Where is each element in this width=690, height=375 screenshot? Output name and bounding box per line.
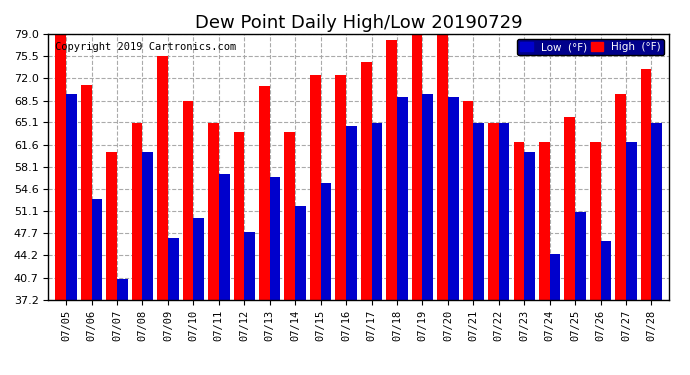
Bar — [321, 183, 331, 300]
Bar — [600, 241, 611, 300]
Bar — [244, 232, 255, 300]
Bar — [422, 94, 433, 300]
Bar — [346, 126, 357, 300]
Bar — [295, 206, 306, 300]
Bar — [412, 31, 422, 300]
Bar — [219, 174, 230, 300]
Bar — [524, 152, 535, 300]
Legend: Low  (°F), High  (°F): Low (°F), High (°F) — [518, 39, 664, 55]
Bar — [168, 238, 179, 300]
Bar — [539, 142, 550, 300]
Bar — [142, 152, 153, 300]
Bar — [157, 56, 168, 300]
Bar — [590, 142, 600, 300]
Bar — [651, 123, 662, 300]
Bar — [615, 94, 626, 300]
Bar — [462, 100, 473, 300]
Text: Copyright 2019 Cartronics.com: Copyright 2019 Cartronics.com — [55, 42, 236, 52]
Title: Dew Point Daily High/Low 20190729: Dew Point Daily High/Low 20190729 — [195, 14, 522, 32]
Bar — [234, 132, 244, 300]
Bar — [310, 75, 321, 300]
Bar — [513, 142, 524, 300]
Bar — [448, 98, 459, 300]
Bar — [575, 212, 586, 300]
Bar — [335, 75, 346, 300]
Bar — [117, 279, 128, 300]
Bar — [473, 123, 484, 300]
Bar — [193, 219, 204, 300]
Bar — [361, 62, 371, 300]
Bar — [259, 86, 270, 300]
Bar — [626, 142, 637, 300]
Bar — [564, 117, 575, 300]
Bar — [183, 100, 193, 300]
Bar — [81, 85, 92, 300]
Bar — [284, 132, 295, 300]
Bar — [397, 98, 408, 300]
Bar — [550, 254, 560, 300]
Bar — [55, 34, 66, 300]
Bar — [106, 152, 117, 300]
Bar — [270, 177, 280, 300]
Bar — [208, 123, 219, 300]
Bar — [371, 123, 382, 300]
Bar — [437, 31, 448, 300]
Bar — [386, 40, 397, 300]
Bar — [132, 123, 142, 300]
Bar — [66, 94, 77, 300]
Bar — [499, 123, 509, 300]
Bar — [488, 123, 499, 300]
Bar — [92, 200, 102, 300]
Bar — [641, 69, 651, 300]
